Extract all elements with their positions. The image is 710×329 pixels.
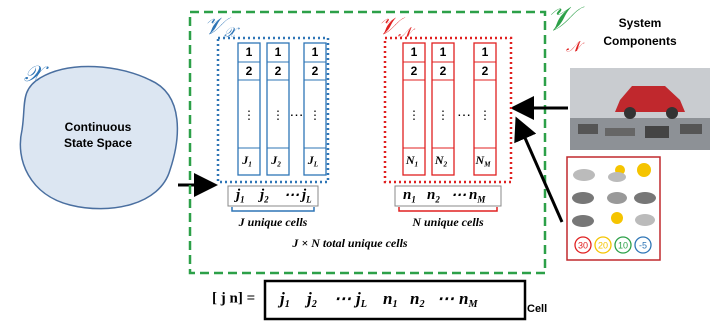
token-sub: 2 xyxy=(418,299,424,310)
token-sub: M xyxy=(467,299,478,310)
cell-label: 2 xyxy=(440,64,447,78)
state-space-label: Continuous xyxy=(65,120,132,134)
state-space-label: State Space xyxy=(64,136,132,150)
token: ⋯ xyxy=(284,187,300,203)
cell-label: ⋮ xyxy=(243,108,255,122)
diagram: 𝒳 Continuous State Space 𝒱 𝒩 System Comp… xyxy=(0,0,710,329)
token-sub: 1 xyxy=(240,195,245,205)
token: n1 xyxy=(383,289,398,311)
caption-var: J xyxy=(238,215,246,229)
temp-label: 20 xyxy=(598,240,608,250)
token-sub: L xyxy=(313,160,319,168)
token-base: n xyxy=(410,289,419,308)
column-dots: ⋯ xyxy=(457,107,471,123)
cell-label: 2 xyxy=(246,64,253,78)
cell-label: 1 xyxy=(482,45,489,59)
token: j2 xyxy=(304,289,317,311)
cell-label: 2 xyxy=(482,64,489,78)
cell-label: 1 xyxy=(440,45,447,59)
arrow xyxy=(518,122,562,222)
caption: N unique cells xyxy=(411,215,484,229)
token-sub: 2 xyxy=(263,195,269,205)
token: ⋯ xyxy=(437,289,455,308)
token-sub: 1 xyxy=(415,160,419,168)
formula-suffix: Cell xyxy=(527,303,547,315)
token-base: n xyxy=(403,187,411,203)
cell-label: ⋮ xyxy=(272,108,284,122)
cell-label: 2 xyxy=(275,64,282,78)
outer-sub: 𝒩 xyxy=(566,39,585,55)
temp-label: 30 xyxy=(578,240,588,250)
outer-symbol: 𝒱 xyxy=(546,1,585,38)
total-caption: J × N total unique cells xyxy=(291,236,408,250)
panel-symbol: 𝒱𝒳 xyxy=(204,14,240,42)
panel-symbol-sub: 𝒳 xyxy=(224,26,240,41)
column-dots: ⋯ xyxy=(290,107,304,123)
caption-text: unique cells xyxy=(248,215,308,229)
cell-label: 2 xyxy=(312,64,319,78)
components-label: System xyxy=(619,16,662,30)
cell-label: ⋮ xyxy=(408,108,420,122)
token: jL xyxy=(353,289,367,311)
cell-label: ⋮ xyxy=(309,108,321,122)
cell-label: 1 xyxy=(275,45,282,59)
token-sub: M xyxy=(476,195,486,205)
token-base: n xyxy=(427,187,435,203)
cell-label: ⋮ xyxy=(479,108,491,122)
token: ⋯ xyxy=(451,187,467,203)
token-base: n xyxy=(469,187,477,203)
formula-lhs: [ j n] = xyxy=(212,290,255,306)
bracket xyxy=(399,207,497,211)
token-sub: L xyxy=(305,195,312,205)
temp-label: 10 xyxy=(618,240,628,250)
car-parts-image xyxy=(570,68,710,150)
panel-symbol: 𝒱𝒩 xyxy=(378,14,416,42)
cell-label: 1 xyxy=(312,45,319,59)
cell-label: ⋮ xyxy=(437,108,449,122)
temp-label: -5 xyxy=(639,240,647,250)
token-sub: 1 xyxy=(392,299,397,310)
token-sub: 1 xyxy=(285,299,290,310)
token-sub: 1 xyxy=(411,195,416,205)
token-sub: M xyxy=(483,160,491,168)
token-sub: 2 xyxy=(434,195,440,205)
token: j1 xyxy=(277,289,290,311)
cell-label: 1 xyxy=(246,45,253,59)
caption-text: unique cells xyxy=(424,215,484,229)
token-sub: 2 xyxy=(443,160,448,168)
bracket xyxy=(232,207,314,211)
panel-symbol-sub: 𝒩 xyxy=(398,26,416,41)
token-sub: L xyxy=(360,299,367,310)
token: nM xyxy=(459,289,478,311)
caption: J unique cells xyxy=(238,215,308,229)
token-base: n xyxy=(459,289,468,308)
components-label: Components xyxy=(603,34,677,48)
token-sub: 1 xyxy=(248,160,252,168)
token-base: n xyxy=(383,289,392,308)
token: ⋯ xyxy=(334,289,352,308)
token-sub: 2 xyxy=(276,160,281,168)
token: n2 xyxy=(410,289,425,311)
token-sub: 2 xyxy=(311,299,317,310)
cell-label: 1 xyxy=(411,45,418,59)
caption-var: N xyxy=(411,215,422,229)
cell-label: 2 xyxy=(411,64,418,78)
